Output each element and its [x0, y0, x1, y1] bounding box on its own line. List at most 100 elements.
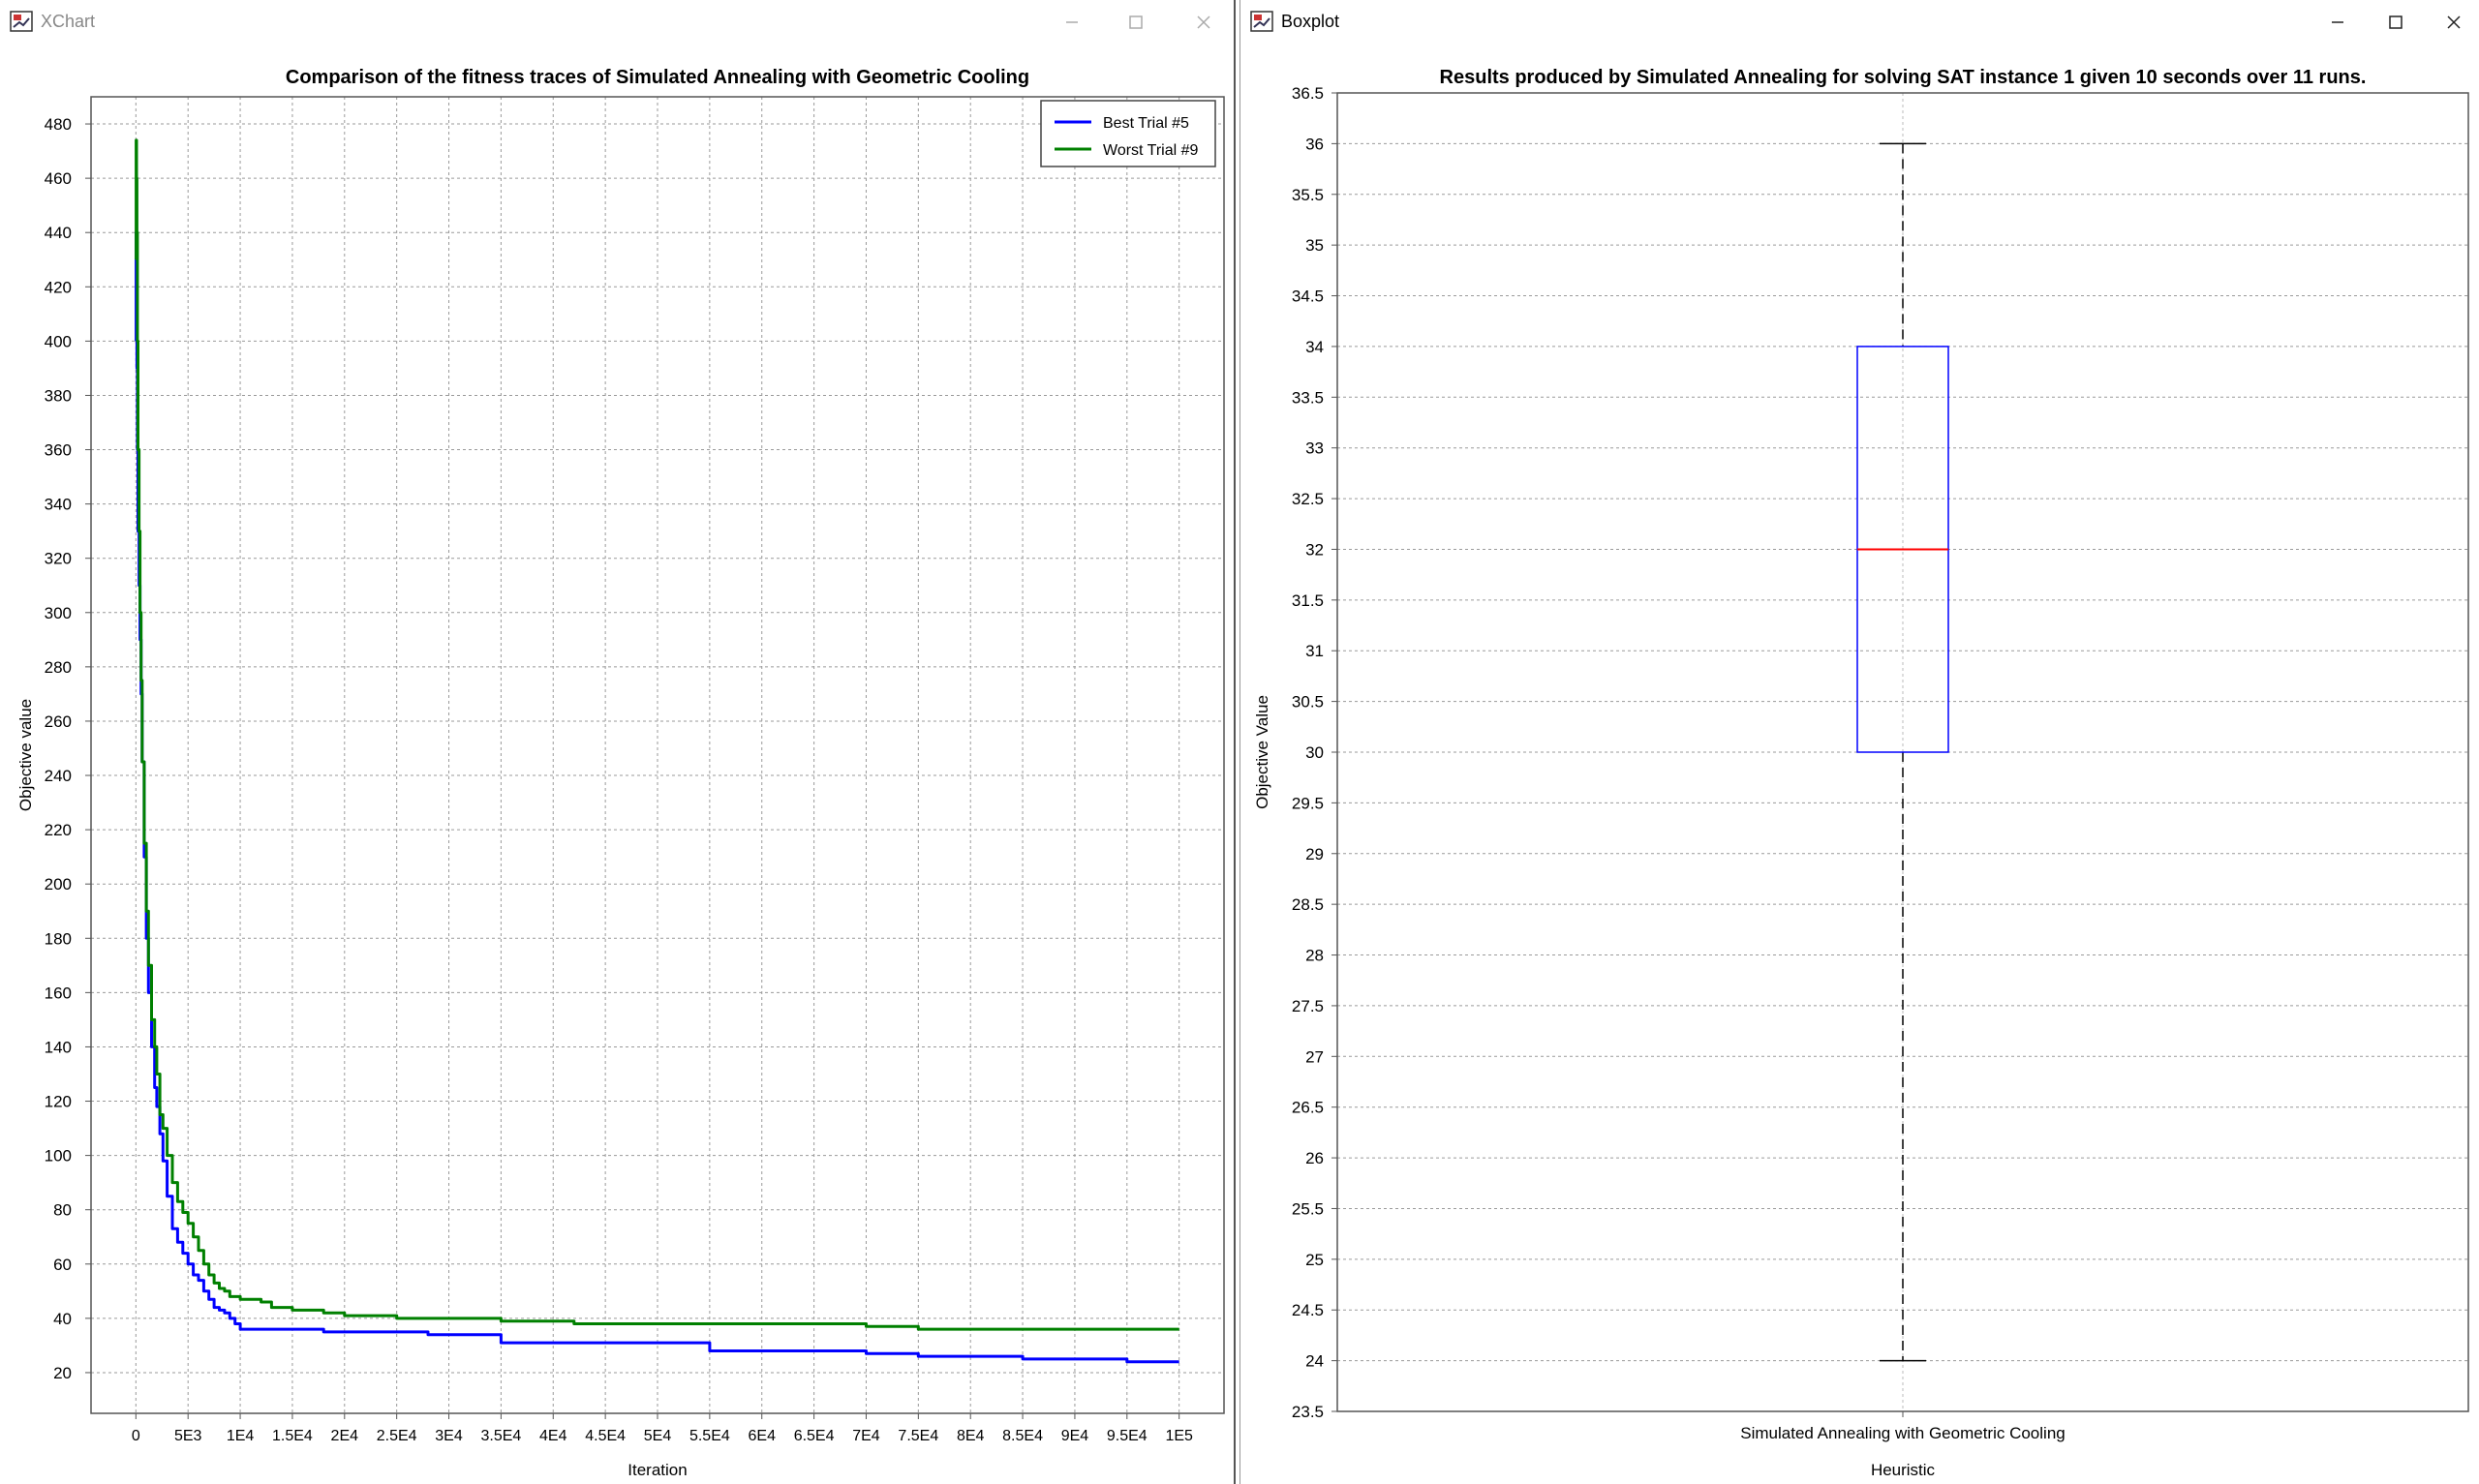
- y-tick-label: 24.5: [1292, 1301, 1324, 1319]
- y-tick-label: 240: [45, 767, 72, 785]
- y-tick-label: 20: [53, 1364, 72, 1382]
- y-tick-label: 27.5: [1292, 997, 1324, 1015]
- x-tick-label: 5E3: [174, 1428, 202, 1444]
- y-tick-label: 29.5: [1292, 794, 1324, 812]
- x-tick-label: 8E4: [957, 1428, 985, 1444]
- y-tick-label: 160: [45, 984, 72, 1002]
- y-tick-label: 30: [1305, 743, 1324, 762]
- xchart-window: XChart Comparison of the fitness traces …: [0, 0, 1236, 1484]
- maximize-button[interactable]: [1108, 0, 1164, 45]
- y-tick-label: 29: [1305, 845, 1324, 863]
- x-axis-label: Heuristic: [1871, 1461, 1936, 1479]
- x-tick-label: 7.5E4: [898, 1428, 938, 1444]
- close-icon: [1197, 15, 1210, 29]
- y-tick-label: 440: [45, 224, 72, 242]
- y-tick-label: 200: [45, 875, 72, 893]
- y-axis-label: Objective value: [16, 699, 35, 811]
- y-tick-label: 460: [45, 169, 72, 188]
- boxplot-titlebar[interactable]: Boxplot: [1240, 0, 2479, 45]
- y-tick-label: 80: [53, 1201, 72, 1220]
- x-tick-label: 1.5E4: [272, 1428, 313, 1444]
- maximize-icon: [1129, 15, 1143, 29]
- y-tick-label: 36.5: [1292, 84, 1324, 103]
- y-tick-label: 35.5: [1292, 186, 1324, 204]
- y-axis-label: Objective Value: [1253, 695, 1271, 809]
- y-tick-label: 380: [45, 386, 72, 405]
- y-tick-label: 25: [1305, 1251, 1324, 1269]
- x-tick-label: 6E4: [749, 1428, 777, 1444]
- maximize-button[interactable]: [2368, 0, 2424, 45]
- x-tick-label: 4.5E4: [585, 1428, 626, 1444]
- y-tick-label: 40: [53, 1310, 72, 1328]
- x-tick-label: 4E4: [539, 1428, 567, 1444]
- y-tick-label: 480: [45, 115, 72, 134]
- y-tick-label: 30.5: [1292, 693, 1324, 712]
- x-tick-label: 8.5E4: [1002, 1428, 1043, 1444]
- y-tick-label: 34.5: [1292, 288, 1324, 306]
- plot-border: [90, 96, 1225, 1414]
- y-tick-label: 23.5: [1292, 1403, 1324, 1421]
- y-tick-label: 300: [45, 604, 72, 622]
- x-category-label: Simulated Annealing with Geometric Cooli…: [1740, 1424, 2065, 1442]
- minimize-button[interactable]: [1044, 0, 1100, 45]
- minimize-icon: [2332, 21, 2343, 23]
- java-app-icon: [10, 11, 33, 32]
- y-tick-label: 28.5: [1292, 895, 1324, 914]
- maximize-icon: [2389, 15, 2402, 29]
- x-tick-label: 0: [132, 1428, 140, 1444]
- x-tick-label: 1E4: [227, 1428, 255, 1444]
- y-tick-label: 60: [53, 1256, 72, 1274]
- x-tick-label: 7E4: [852, 1428, 880, 1444]
- x-tick-label: 5E4: [644, 1428, 672, 1444]
- series-line-worst-trial: [135, 138, 1179, 1331]
- y-tick-label: 32.5: [1292, 490, 1324, 508]
- x-tick-label: 2.5E4: [377, 1428, 417, 1444]
- y-tick-label: 31: [1305, 642, 1324, 660]
- chart-title: Results produced by Simulated Annealing …: [1440, 67, 2367, 88]
- close-button[interactable]: [2426, 0, 2479, 45]
- window-title: XChart: [41, 12, 96, 31]
- y-tick-label: 35: [1305, 236, 1324, 255]
- chart-title: Comparison of the fitness traces of Simu…: [286, 67, 1029, 88]
- y-tick-label: 36: [1305, 135, 1324, 153]
- y-tick-label: 180: [45, 929, 72, 948]
- y-tick-label: 220: [45, 821, 72, 839]
- y-tick-label: 320: [45, 550, 72, 568]
- y-tick-label: 24: [1305, 1352, 1324, 1371]
- close-icon: [2447, 15, 2461, 29]
- legend-box: [1040, 100, 1216, 167]
- x-tick-label: 1E5: [1165, 1428, 1193, 1444]
- y-tick-label: 280: [45, 658, 72, 677]
- x-tick-label: 5.5E4: [689, 1428, 730, 1444]
- minimize-icon: [1066, 21, 1078, 23]
- y-tick-label: 32: [1305, 540, 1324, 559]
- y-tick-label: 120: [45, 1093, 72, 1111]
- y-tick-label: 33.5: [1292, 388, 1324, 407]
- y-tick-label: 340: [45, 496, 72, 514]
- minimize-button[interactable]: [2310, 0, 2366, 45]
- x-tick-label: 3E4: [435, 1428, 463, 1444]
- x-tick-label: 3.5E4: [480, 1428, 521, 1444]
- y-tick-label: 27: [1305, 1047, 1324, 1066]
- close-button[interactable]: [1176, 0, 1232, 45]
- y-tick-label: 360: [45, 441, 72, 460]
- y-tick-label: 420: [45, 278, 72, 296]
- y-tick-label: 28: [1305, 947, 1324, 965]
- y-tick-label: 260: [45, 712, 72, 731]
- y-tick-label: 26: [1305, 1149, 1324, 1167]
- x-tick-label: 9.5E4: [1107, 1428, 1148, 1444]
- y-tick-label: 34: [1305, 338, 1324, 356]
- y-tick-label: 33: [1305, 439, 1324, 458]
- legend-label: Best Trial #5: [1103, 115, 1189, 132]
- fitness-trace-chart: Comparison of the fitness traces of Simu…: [16, 67, 1225, 1479]
- xchart-titlebar[interactable]: XChart: [0, 0, 1234, 45]
- y-tick-label: 100: [45, 1147, 72, 1166]
- x-tick-label: 6.5E4: [794, 1428, 835, 1444]
- window-title: Boxplot: [1281, 12, 1340, 31]
- y-tick-label: 25.5: [1292, 1199, 1324, 1218]
- x-tick-label: 9E4: [1061, 1428, 1089, 1444]
- y-tick-label: 140: [45, 1038, 72, 1056]
- java-app-icon: [1250, 11, 1273, 32]
- y-tick-label: 400: [45, 332, 72, 350]
- boxplot-chart: Results produced by Simulated Annealing …: [1253, 67, 2469, 1479]
